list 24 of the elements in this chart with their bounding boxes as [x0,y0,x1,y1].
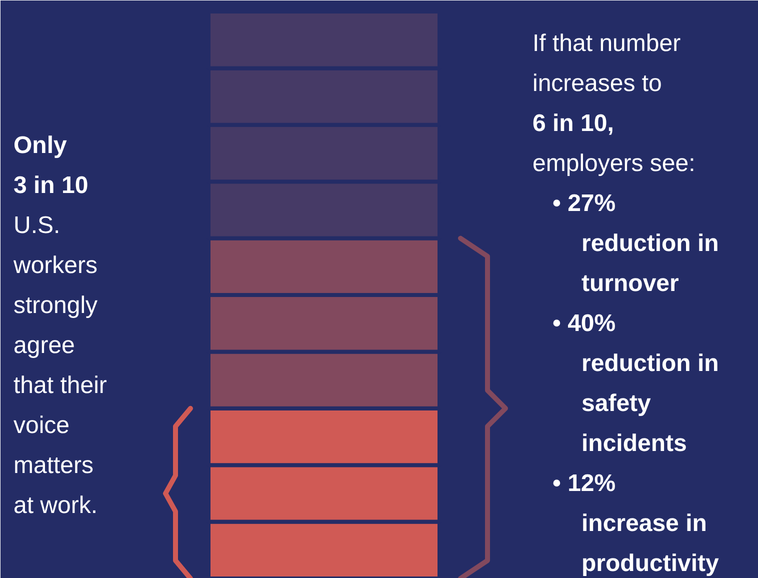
text: 6 in 10, [532,110,614,137]
text: increases to [532,70,662,97]
text: safety [582,390,652,417]
text: U.S. [14,212,60,239]
text: workers [12,252,98,279]
text: 3 in 10 [14,172,88,199]
text: reduction in [582,230,719,257]
text: strongly [14,292,98,319]
text: voice [14,412,70,439]
text: at work. [14,492,98,519]
text: • 40% [552,310,616,337]
text: increase in [582,510,707,537]
text: • 12% [552,470,616,497]
text: • 27% [552,190,616,217]
text: productivity [582,550,720,577]
text: Only [14,132,68,159]
text: incidents [582,430,687,457]
text: reduction in [582,350,719,377]
text: turnover [582,270,679,297]
text: agree [14,332,75,359]
text: that their [14,372,107,399]
text: matters [14,452,94,479]
text: employers see: [532,150,696,177]
text: If that number [532,30,681,57]
